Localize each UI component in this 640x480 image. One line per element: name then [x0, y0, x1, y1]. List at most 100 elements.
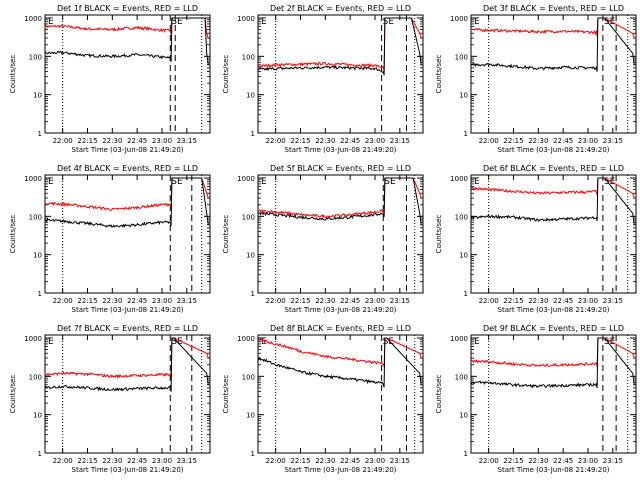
x-tick-label: 22:00 — [479, 137, 499, 145]
y-axis-label: Counts/sec — [435, 55, 443, 94]
y-tick-label: 100 — [29, 213, 42, 221]
x-tick-label: 23:15 — [390, 137, 410, 145]
y-tick-label: 10 — [33, 92, 42, 100]
lld-series-line — [44, 337, 209, 379]
marker-label: SE — [171, 177, 183, 187]
x-tick-label: 22:45 — [340, 457, 360, 465]
x-tick-label: 23:00 — [365, 297, 385, 305]
events-series-line — [257, 177, 422, 225]
x-tick-label: 23:15 — [390, 457, 410, 465]
marker-label: SE — [604, 337, 616, 347]
y-tick-label: 1 — [251, 450, 255, 458]
chart-title: Det 4f BLACK = Events, RED = LLD — [57, 164, 198, 173]
plot-frame — [470, 334, 637, 454]
x-tick-label: 23:00 — [152, 457, 172, 465]
x-axis-label: Start Time (03-Jun-08 21:49:20) — [498, 146, 610, 154]
y-tick-label: 1000 — [237, 335, 255, 343]
x-tick-label: 22:00 — [53, 137, 73, 145]
y-axis-label: Counts/sec — [9, 55, 17, 94]
x-tick-label: 23:00 — [578, 137, 598, 145]
x-tick-label: 23:00 — [578, 457, 598, 465]
chart-title: Det 2f BLACK = Events, RED = LLD — [270, 4, 411, 13]
detector-panel-5: Det 5f BLACK = Events, RED = LLD Counts/s… — [222, 164, 424, 314]
lld-series-line — [470, 17, 635, 39]
y-tick-label: 100 — [29, 373, 42, 381]
y-tick-label: 100 — [29, 53, 42, 61]
x-tick-label: 23:15 — [390, 297, 410, 305]
x-tick-label: 22:45 — [127, 457, 147, 465]
x-tick-label: 22:15 — [503, 137, 523, 145]
detector-panel-1: Det 1f BLACK = Events, RED = LLD Counts/s… — [9, 4, 211, 154]
lld-series-line — [470, 337, 635, 368]
y-tick-label: 100 — [455, 53, 468, 61]
x-tick-label: 22:15 — [77, 137, 97, 145]
marker-label: SE — [604, 177, 616, 187]
x-tick-label: 22:15 — [290, 297, 310, 305]
detector-panel-2: Det 2f BLACK = Events, RED = LLD Counts/s… — [222, 4, 424, 154]
events-series-line — [470, 177, 635, 225]
marker-label: E — [48, 17, 54, 27]
y-tick-label: 1 — [38, 130, 42, 138]
y-tick-label: 1000 — [24, 175, 42, 183]
chart-title: Det 8f BLACK = Events, RED = LLD — [270, 324, 411, 333]
y-axis-label: Counts/sec — [222, 215, 230, 254]
x-tick-label: 22:45 — [340, 297, 360, 305]
x-tick-label: 22:30 — [315, 457, 335, 465]
events-series-line — [44, 177, 209, 228]
x-tick-label: 22:30 — [102, 137, 122, 145]
y-tick-label: 1 — [464, 290, 468, 298]
y-tick-label: 1 — [464, 130, 468, 138]
chart-title: Det 9f BLACK = Events, RED = LLD — [483, 324, 624, 333]
lld-series-line — [44, 177, 209, 212]
chart-title: Det 3f BLACK = Events, RED = LLD — [483, 4, 624, 13]
x-tick-label: 23:00 — [152, 137, 172, 145]
y-tick-label: 1000 — [237, 175, 255, 183]
x-tick-label: 22:00 — [479, 297, 499, 305]
detector-panel-9: Det 9f BLACK = Events, RED = LLD Counts/s… — [435, 324, 637, 474]
x-axis-label: Start Time (03-Jun-08 21:49:20) — [285, 146, 397, 154]
x-axis-label: Start Time (03-Jun-08 21:49:20) — [72, 466, 184, 474]
y-tick-label: 100 — [455, 373, 468, 381]
y-tick-label: 10 — [246, 252, 255, 260]
x-axis-label: Start Time (03-Jun-08 21:49:20) — [72, 146, 184, 154]
y-tick-label: 10 — [459, 412, 468, 420]
lld-series-line — [257, 17, 422, 72]
y-tick-label: 1000 — [450, 15, 468, 23]
marker-label: SE — [383, 337, 395, 347]
x-tick-label: 23:15 — [603, 457, 623, 465]
marker-label: E — [261, 337, 267, 347]
y-tick-label: 1000 — [237, 15, 255, 23]
plot-frame — [470, 174, 637, 294]
y-axis-label: Counts/sec — [435, 375, 443, 414]
x-tick-label: 23:00 — [365, 137, 385, 145]
chart-title: Det 1f BLACK = Events, RED = LLD — [57, 4, 198, 13]
marker-label: E — [261, 17, 267, 27]
events-series-line — [44, 337, 209, 392]
x-tick-label: 22:00 — [266, 137, 286, 145]
y-tick-label: 10 — [246, 412, 255, 420]
x-tick-label: 22:00 — [53, 297, 73, 305]
marker-label: E — [474, 17, 480, 27]
marker-label: SE — [604, 17, 616, 27]
x-tick-label: 22:00 — [266, 297, 286, 305]
y-tick-label: 1 — [38, 450, 42, 458]
chart-title: Det 5f BLACK = Events, RED = LLD — [270, 164, 411, 173]
x-axis-label: Start Time (03-Jun-08 21:49:20) — [72, 306, 184, 314]
y-axis-label: Counts/sec — [435, 215, 443, 254]
y-axis-label: Counts/sec — [222, 55, 230, 94]
x-tick-label: 23:15 — [603, 297, 623, 305]
y-tick-label: 1000 — [450, 175, 468, 183]
y-tick-label: 10 — [33, 412, 42, 420]
x-tick-label: 22:15 — [290, 137, 310, 145]
events-series-line — [257, 337, 422, 388]
x-tick-label: 22:00 — [266, 457, 286, 465]
y-tick-label: 1000 — [450, 335, 468, 343]
lld-series-line — [258, 337, 422, 368]
marker-label: SE — [384, 177, 396, 187]
y-tick-label: 1 — [251, 130, 255, 138]
x-tick-label: 23:15 — [603, 137, 623, 145]
x-tick-label: 22:30 — [102, 457, 122, 465]
x-tick-label: 22:45 — [553, 297, 573, 305]
lld-series-line — [44, 17, 209, 39]
x-tick-label: 22:30 — [315, 137, 335, 145]
